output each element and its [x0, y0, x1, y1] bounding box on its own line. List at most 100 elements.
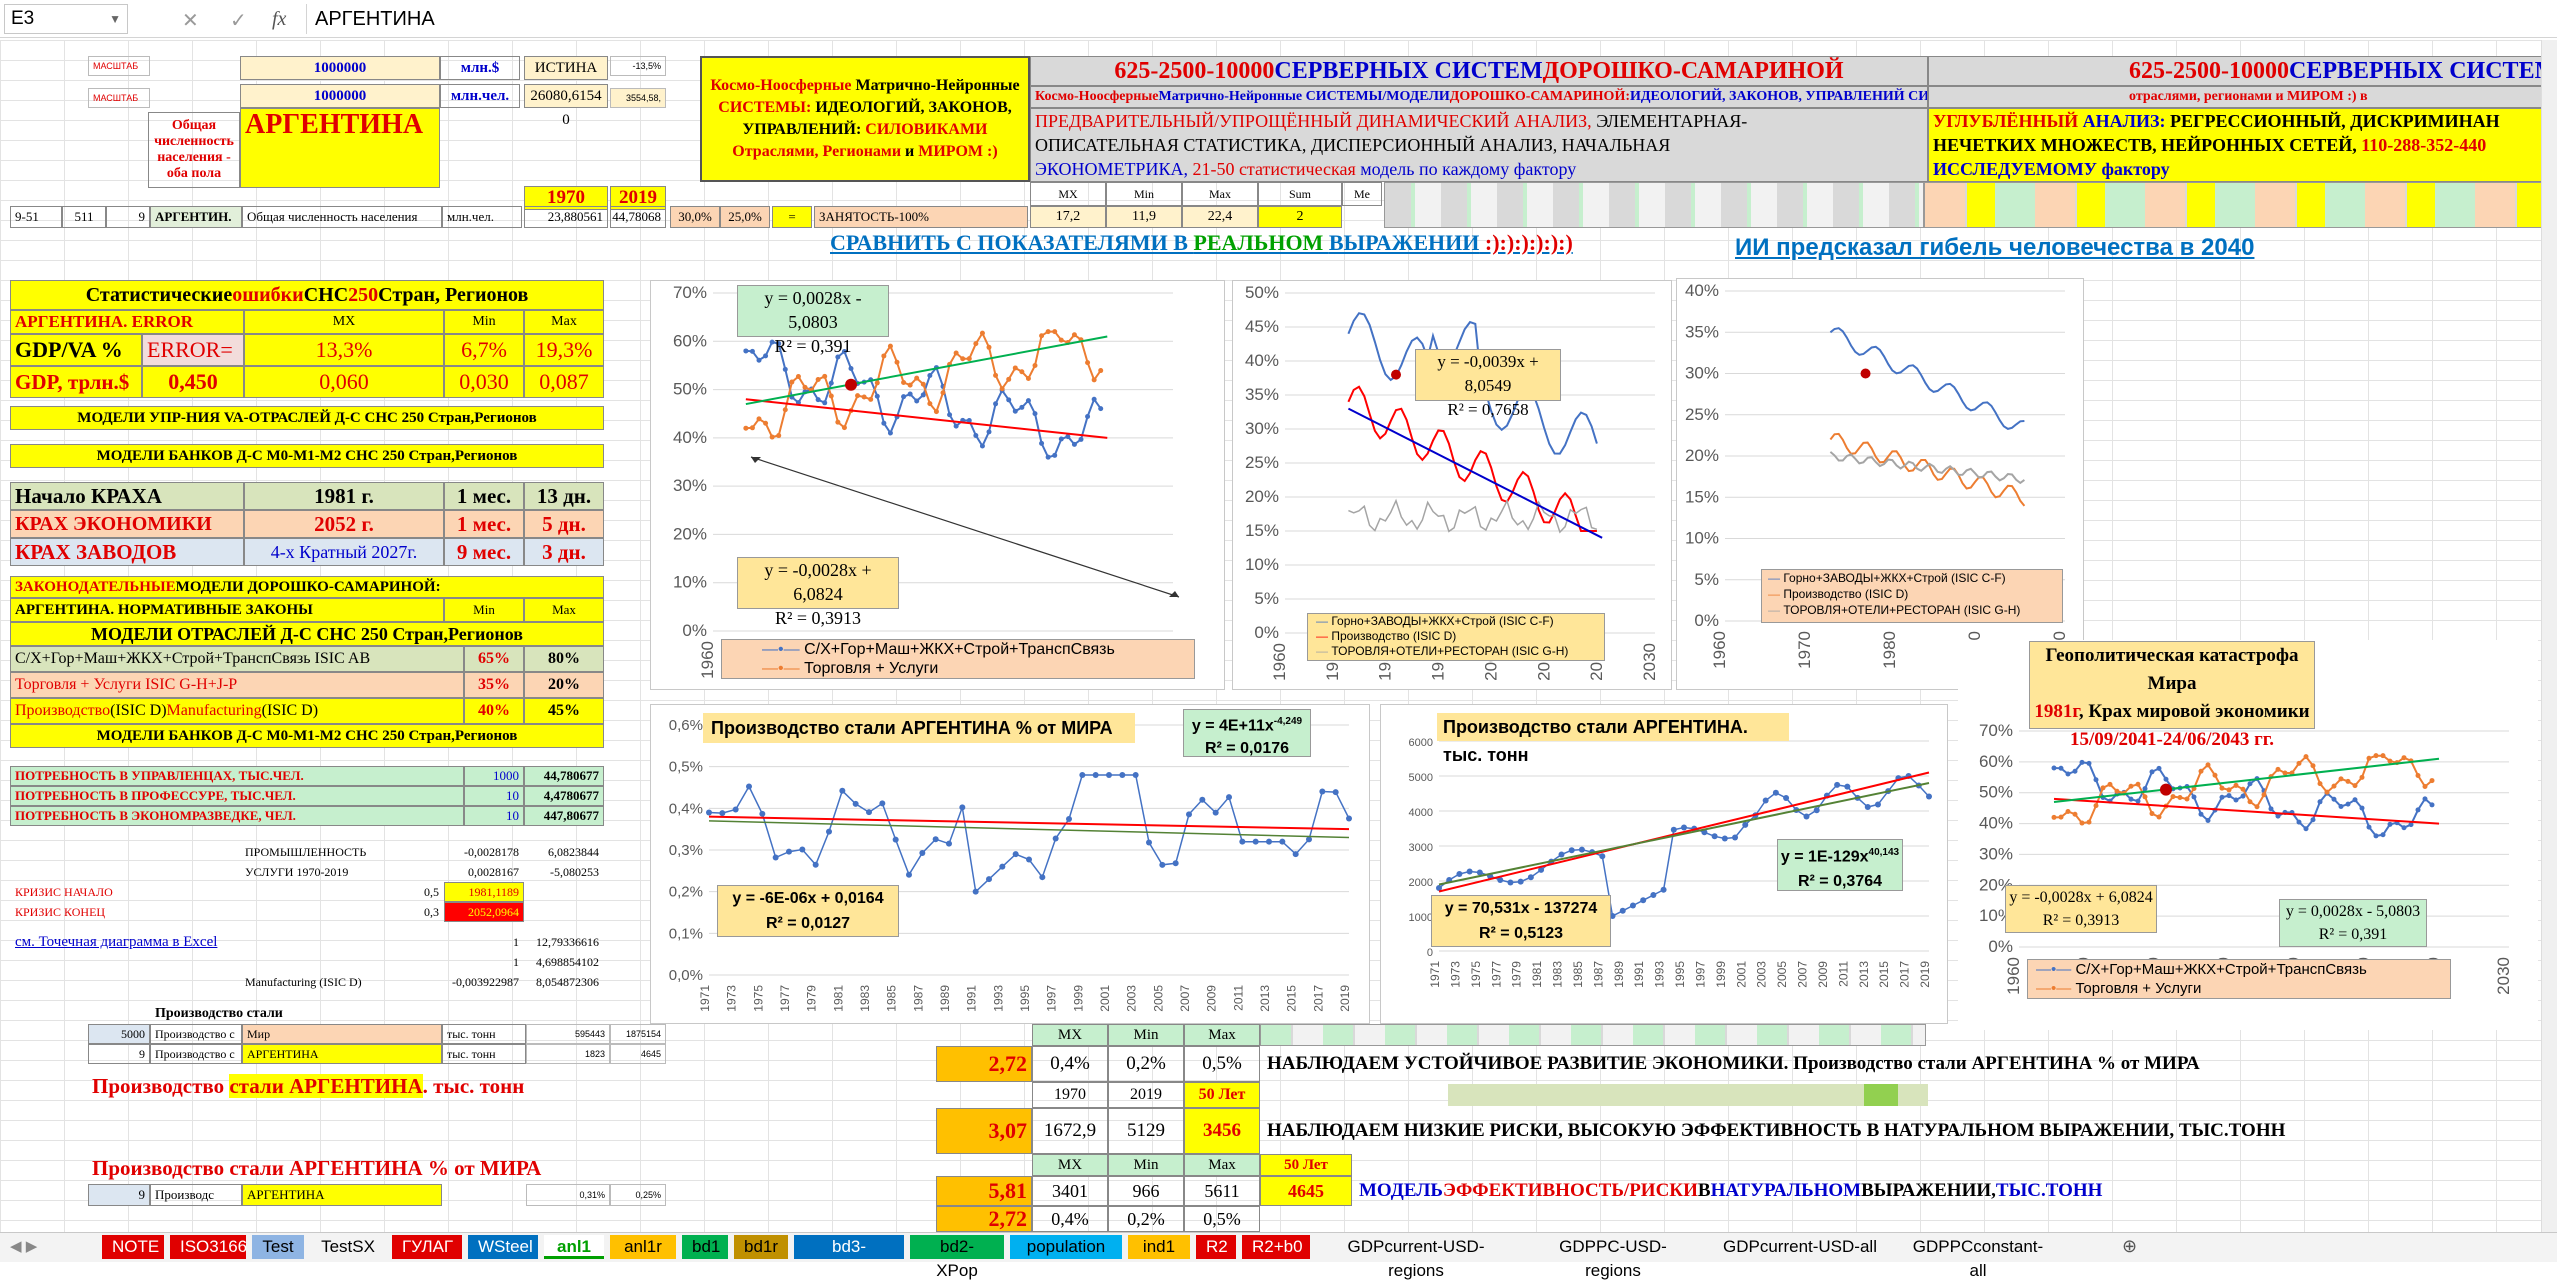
cell-h-sum[interactable]: Sum	[1258, 182, 1342, 206]
cell-h-mx[interactable]: MX	[1030, 182, 1106, 206]
ai-link[interactable]: ИИ предсказал гибель человечества в 2040	[1735, 234, 2255, 261]
scatter-link[interactable]: см. Точечная диаграмма в Excel	[15, 933, 218, 950]
crash-econ-day[interactable]: 5 дн.	[524, 510, 604, 538]
scat-v2[interactable]: 12,79336616	[536, 934, 599, 949]
tab-iso3166[interactable]: ISO3166	[170, 1235, 247, 1259]
gdp-min[interactable]: 0,030	[444, 366, 524, 398]
crash-start-day[interactable]: 13 дн.	[524, 482, 604, 510]
cell-3554[interactable]: 3554,58,	[610, 88, 666, 108]
tab-r2-b0[interactable]: R2+b0	[1242, 1235, 1310, 1259]
cell-masshtab-2[interactable]: МАСШТАБ	[88, 88, 150, 108]
crash-plant-month[interactable]: 9 мес.	[444, 538, 524, 566]
b-r4a[interactable]: 2,72	[936, 1206, 1032, 1232]
b-r3d[interactable]: 5611	[1184, 1176, 1260, 1206]
cell-scale-2[interactable]: 1000000	[240, 84, 440, 108]
cell-eq[interactable]: =	[772, 206, 812, 228]
add-sheet-icon[interactable]: ⊕	[2122, 1236, 2138, 1256]
crash-plant-year[interactable]: 4-х Кратный 2027г.	[244, 538, 444, 566]
cell-st-max[interactable]: 22,4	[1182, 206, 1258, 228]
chevron-down-icon[interactable]: ▼	[109, 12, 121, 26]
chart-industry-services[interactable]: 0%10%20%30%40%50%60%70%19601970198019902…	[650, 280, 1225, 690]
cell-p30[interactable]: 30,0%	[670, 206, 720, 228]
cell-st-mx[interactable]: 17,2	[1030, 206, 1106, 228]
need-profs-r[interactable]: 4,4780677	[524, 786, 604, 806]
crisis-start-v2[interactable]: 1981,1189	[444, 882, 524, 902]
tab-test[interactable]: Test	[252, 1235, 304, 1259]
chart-sectors-2[interactable]: 0%5%10%15%20%25%30%35%40%196019701980199…	[1676, 278, 2084, 690]
need-intel-r[interactable]: 447,80677	[524, 806, 604, 826]
chart-geopolitics[interactable]: 0%10%20%30%40%50%60%70%19601970198019902…	[1958, 640, 2538, 1030]
b-r4d[interactable]: 0,5%	[1184, 1206, 1260, 1232]
cell-indicator[interactable]: Общая численность населения	[242, 206, 442, 228]
steel-v4[interactable]: 4645	[610, 1044, 666, 1064]
b-r3a[interactable]: 5,81	[936, 1176, 1032, 1206]
b-r2a[interactable]: 3,07	[936, 1108, 1032, 1154]
cell-scale-1[interactable]: 1000000	[240, 56, 440, 80]
crash-start-month[interactable]: 1 мес.	[444, 482, 524, 510]
chart-steel-tons[interactable]: 0 1000 2000 3000 4000 5000 6000 1971 1973 1975 197…	[1380, 704, 1948, 1024]
cell-id-country[interactable]: 9	[106, 206, 150, 228]
crash-econ-month[interactable]: 1 мес.	[444, 510, 524, 538]
cell-istina-value[interactable]: 26080,6154	[524, 84, 608, 108]
usl-v1[interactable]: 0,0028167	[468, 864, 519, 879]
b-r3b[interactable]: 3401	[1032, 1176, 1108, 1206]
cell-pop-1970[interactable]: 23,880561	[524, 206, 608, 228]
gdp-max[interactable]: 0,087	[524, 366, 604, 398]
err-max[interactable]: 19,3%	[524, 334, 604, 366]
otr-row2-a[interactable]: 35%	[464, 672, 524, 698]
cell-zanyatost[interactable]: ЗАНЯТОСТЬ-100%	[814, 206, 1028, 228]
steel-v3[interactable]: 1823	[526, 1044, 610, 1064]
b-r4c[interactable]: 0,2%	[1108, 1206, 1184, 1232]
cell-h-min[interactable]: Min	[1106, 182, 1182, 206]
need-profs-v[interactable]: 10	[464, 786, 524, 806]
s4-v1[interactable]: 1	[513, 954, 519, 969]
worksheet-grid[interactable]: МАСШТАБ МАСШТАБ 1000000 1000000 млн.$ мл…	[0, 40, 2557, 1232]
cell-neg-pct[interactable]: -13,5%	[610, 56, 666, 76]
crash-econ-year[interactable]: 2052 г.	[244, 510, 444, 538]
prom-v1[interactable]: -0,0028178	[464, 844, 519, 859]
cell-country-name[interactable]: АРГЕНТИНА	[240, 108, 440, 188]
b-r1b[interactable]: 0,4%	[1032, 1046, 1108, 1082]
cell-h-me[interactable]: Me	[1342, 182, 1382, 206]
tab-bd1r[interactable]: bd1r	[734, 1235, 788, 1259]
tab-note[interactable]: NOTE	[102, 1235, 164, 1259]
cell-masshtab-1[interactable]: МАСШТАБ	[88, 56, 150, 76]
otr-row2-b[interactable]: 20%	[524, 672, 604, 698]
scat-v1[interactable]: 1	[513, 934, 519, 949]
cell-id[interactable]: 511	[62, 206, 106, 228]
cell-obshch-label[interactable]: Общая численность населения - оба пола	[148, 112, 240, 188]
tab-r2[interactable]: R2	[1196, 1235, 1236, 1259]
tab-ind1[interactable]: ind1	[1128, 1235, 1190, 1259]
name-box[interactable]: E3 ▼	[4, 4, 128, 34]
cell-country-short[interactable]: АРГЕНТИН.	[150, 206, 242, 228]
gdp-value[interactable]: 0,450	[142, 366, 244, 398]
tab-gdpcurrent-usd-regions[interactable]: GDPcurrent-USD-regions	[1316, 1235, 1516, 1280]
cell-st-min[interactable]: 11,9	[1106, 206, 1182, 228]
tab-gdppcconstant-all[interactable]: GDPPCconstant-all	[1896, 1235, 2060, 1280]
b-r1d[interactable]: 0,5%	[1184, 1046, 1260, 1082]
crisis-end-v2[interactable]: 2052,0964	[444, 902, 524, 922]
b-r2c[interactable]: 5129	[1108, 1108, 1184, 1154]
steel-v2[interactable]: 1875154	[610, 1024, 666, 1044]
lw-9[interactable]: 9	[88, 1184, 150, 1206]
otr-row3-b[interactable]: 45%	[524, 698, 604, 724]
gdp-mx[interactable]: 0,060	[244, 366, 444, 398]
cell-unit-usd[interactable]: млн.$	[440, 56, 520, 80]
usl-v2[interactable]: -5,080253	[550, 864, 599, 879]
lw-v2[interactable]: 0,25%	[610, 1184, 666, 1206]
otr-row1-a[interactable]: 65%	[464, 646, 524, 672]
b-r3e[interactable]: 4645	[1260, 1176, 1352, 1206]
cell-unit-people[interactable]: млн.чел.	[440, 84, 520, 108]
cell-st-n[interactable]: 2	[1258, 206, 1342, 228]
cell-pop-2019[interactable]: 44,78068	[610, 206, 666, 228]
tab-population[interactable]: population	[1010, 1235, 1122, 1259]
tab-gdppc-usd-regions[interactable]: GDPPC-USD-regions	[1522, 1235, 1704, 1280]
steel-v1[interactable]: 595443	[526, 1024, 610, 1044]
manu-v2[interactable]: 8,054872306	[536, 974, 599, 989]
tab-anl1r[interactable]: anl1r	[610, 1235, 676, 1259]
cell-indicator-unit[interactable]: млн.чел.	[442, 206, 522, 228]
cell-istina[interactable]: ИСТИНА	[524, 56, 608, 80]
fx-icon[interactable]: fx	[272, 8, 287, 30]
err-min[interactable]: 6,7%	[444, 334, 524, 366]
b-r2b[interactable]: 1672,9	[1032, 1108, 1108, 1154]
